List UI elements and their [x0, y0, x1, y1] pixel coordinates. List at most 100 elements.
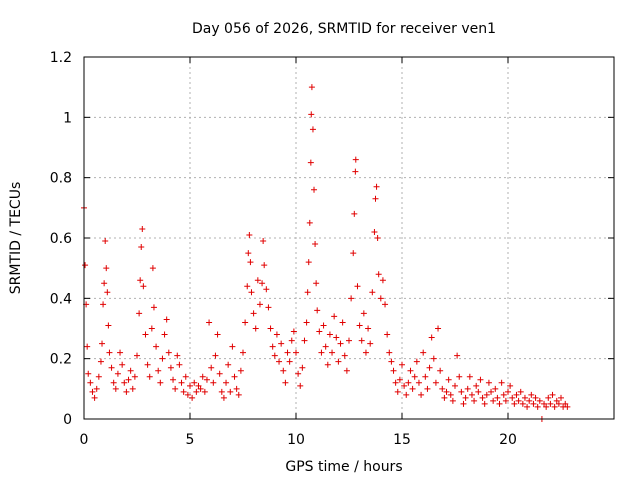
data-point [316, 328, 323, 335]
data-point [372, 195, 379, 202]
data-point [326, 331, 333, 338]
data-point [339, 319, 346, 326]
y-tick-label: 0.4 [50, 291, 72, 307]
data-point [105, 322, 112, 329]
data-point [225, 361, 232, 368]
data-point [396, 376, 403, 383]
data-point [407, 367, 414, 374]
data-point [280, 367, 287, 374]
data-point [377, 295, 384, 302]
data-point [269, 343, 276, 350]
data-point [184, 391, 191, 398]
data-point [384, 331, 391, 338]
data-point [346, 337, 352, 344]
data-point [286, 358, 293, 365]
data-point [394, 388, 401, 395]
data-point [551, 403, 558, 410]
data-point [174, 352, 181, 359]
data-point [167, 364, 174, 371]
data-point [110, 379, 117, 386]
data-point [282, 379, 289, 386]
data-point [543, 403, 550, 410]
data-point [498, 379, 505, 386]
data-point [178, 379, 185, 386]
data-point [93, 385, 100, 392]
data-point [191, 379, 198, 386]
data-point [473, 382, 480, 389]
data-point [148, 325, 155, 332]
data-point [87, 379, 94, 386]
data-point [157, 379, 164, 386]
data-point [358, 337, 365, 344]
data-point [140, 283, 147, 290]
data-point [106, 349, 113, 356]
data-point [265, 304, 272, 311]
data-point [123, 388, 130, 395]
data-point [161, 331, 168, 338]
data-point [443, 388, 450, 395]
data-point [350, 250, 357, 257]
data-point [452, 382, 458, 389]
axis-ticks [83, 56, 614, 420]
data-point [153, 343, 160, 350]
data-point [348, 295, 355, 302]
data-point [278, 340, 285, 347]
data-point [248, 289, 255, 296]
data-point [247, 259, 254, 266]
data-point [411, 373, 418, 380]
data-point [449, 397, 456, 404]
data-point [320, 322, 327, 329]
data-point [244, 283, 251, 290]
data-point [558, 394, 564, 401]
data-point [314, 307, 321, 314]
data-point [428, 334, 435, 341]
data-point [324, 361, 331, 368]
data-point [490, 397, 497, 404]
data-point [101, 280, 108, 287]
data-point [102, 238, 109, 245]
data-point [134, 352, 140, 359]
data-point [528, 391, 535, 398]
data-point [271, 352, 278, 359]
data-point [441, 394, 448, 401]
data-point [468, 391, 475, 398]
data-point [276, 358, 283, 365]
data-point [142, 331, 149, 338]
data-point [500, 391, 507, 398]
data-point [479, 394, 486, 401]
data-point [256, 301, 263, 308]
data-point [176, 361, 183, 368]
data-point [304, 289, 311, 296]
data-point [549, 391, 556, 398]
x-tick-label: 20 [499, 432, 517, 448]
data-point [505, 388, 511, 395]
x-axis-label: GPS time / hours [285, 459, 402, 475]
data-point [216, 370, 223, 377]
data-point [456, 373, 463, 380]
data-point [155, 367, 162, 374]
data-point [223, 379, 230, 386]
data-point [284, 349, 291, 356]
data-point [303, 319, 310, 326]
data-point [125, 376, 132, 383]
data-point [233, 385, 240, 392]
data-point [447, 391, 454, 398]
data-point [312, 241, 319, 248]
chart-title: Day 056 of 2026, SRMTID for receiver ven… [192, 21, 496, 37]
data-point [335, 358, 342, 365]
data-point [108, 364, 115, 371]
data-point [121, 379, 128, 386]
data-point [477, 376, 484, 383]
data-point [259, 280, 266, 287]
data-point [420, 349, 427, 356]
data-point [534, 403, 541, 410]
data-point [405, 379, 412, 386]
data-point [288, 337, 295, 344]
data-point [131, 373, 138, 380]
data-point [343, 367, 350, 374]
data-point [305, 259, 312, 266]
data-point [290, 328, 297, 335]
data-point [519, 400, 526, 407]
data-point [485, 379, 492, 386]
data-point [354, 283, 361, 290]
